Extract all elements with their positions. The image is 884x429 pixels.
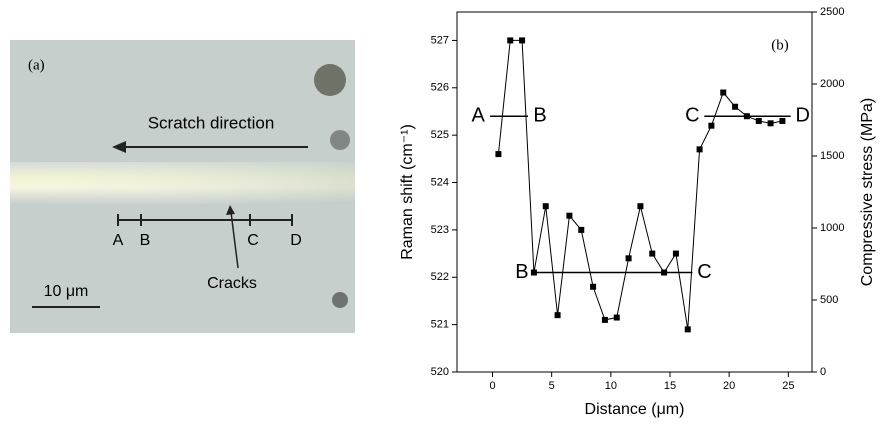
data-point xyxy=(755,117,762,124)
data-point xyxy=(507,37,514,44)
data-point xyxy=(767,120,774,127)
data-point xyxy=(684,326,691,333)
y-tick-label: 520 xyxy=(431,366,449,378)
y-tick-label: 522 xyxy=(431,271,449,283)
y-tick-label: 524 xyxy=(431,176,449,188)
plot-frame xyxy=(456,11,813,373)
y2-axis-label: Compressive stress (MPa) xyxy=(859,98,876,286)
data-point xyxy=(732,103,739,110)
cracks-arrow xyxy=(230,211,239,269)
data-point xyxy=(613,314,620,321)
x-tick-label: 25 xyxy=(782,380,794,392)
scratch-shade xyxy=(10,162,355,204)
y-tick-label: 521 xyxy=(431,319,449,331)
data-point xyxy=(542,203,549,210)
data-point xyxy=(661,269,668,276)
point-label: D xyxy=(290,232,302,249)
data-point xyxy=(495,151,502,158)
x-axis-label: Distance (μm) xyxy=(585,401,685,418)
cracks-label: Cracks xyxy=(207,275,257,292)
debris xyxy=(314,64,346,96)
data-point xyxy=(530,269,537,276)
arrow-head xyxy=(112,141,126,153)
data-point xyxy=(578,226,585,233)
x-tick-label: 0 xyxy=(489,380,495,392)
point-label: C xyxy=(247,232,259,249)
point-label: B xyxy=(140,232,151,249)
y2-tick-label: 2500 xyxy=(820,6,844,18)
segment-label: A xyxy=(471,104,485,126)
data-point xyxy=(779,117,786,124)
data-point xyxy=(649,250,656,257)
y2-tick-label: 1000 xyxy=(820,222,844,234)
y2-tick-label: 2000 xyxy=(820,78,844,90)
point-label: A xyxy=(113,232,124,249)
debris xyxy=(330,130,350,150)
y-tick-label: 526 xyxy=(431,82,449,94)
data-point xyxy=(601,316,608,323)
y2-tick-label: 1500 xyxy=(820,150,844,162)
data-point xyxy=(696,146,703,153)
scale-label: 10 μm xyxy=(44,283,89,300)
segment-label: C xyxy=(697,261,711,283)
photo-panel: (a) Scratch direction A B C D Cracks 10 … xyxy=(10,40,355,333)
y-tick-label: 523 xyxy=(431,224,449,236)
data-point xyxy=(625,255,632,262)
x-tick-label: 15 xyxy=(664,380,676,392)
data-point xyxy=(720,89,727,96)
arrow-label: Scratch direction xyxy=(148,113,275,132)
y-tick-label: 525 xyxy=(431,129,449,141)
data-point xyxy=(590,283,597,290)
x-tick-label: 20 xyxy=(723,380,735,392)
x-tick-label: 5 xyxy=(549,380,555,392)
segment-label: C xyxy=(685,104,699,126)
data-point xyxy=(566,212,573,219)
panel-label: (b) xyxy=(771,37,789,53)
cracks-arrow-head xyxy=(226,205,235,215)
y2-tick-label: 0 xyxy=(820,366,826,378)
data-point xyxy=(554,312,561,319)
data-line xyxy=(497,39,783,330)
data-point xyxy=(637,203,644,210)
debris xyxy=(332,292,348,308)
y2-tick-label: 500 xyxy=(820,294,838,306)
data-point xyxy=(519,37,526,44)
segment-label: B xyxy=(533,104,546,126)
segment-label: D xyxy=(795,104,809,126)
data-point xyxy=(743,113,750,120)
segment-label: B xyxy=(515,261,528,283)
data-point xyxy=(672,250,679,257)
y-tick-label: 527 xyxy=(431,34,449,46)
x-tick-label: 10 xyxy=(605,380,617,392)
y-axis-label: Raman shift (cm⁻¹) xyxy=(399,124,416,260)
data-point xyxy=(708,122,715,129)
panel-label: (a) xyxy=(28,57,45,73)
